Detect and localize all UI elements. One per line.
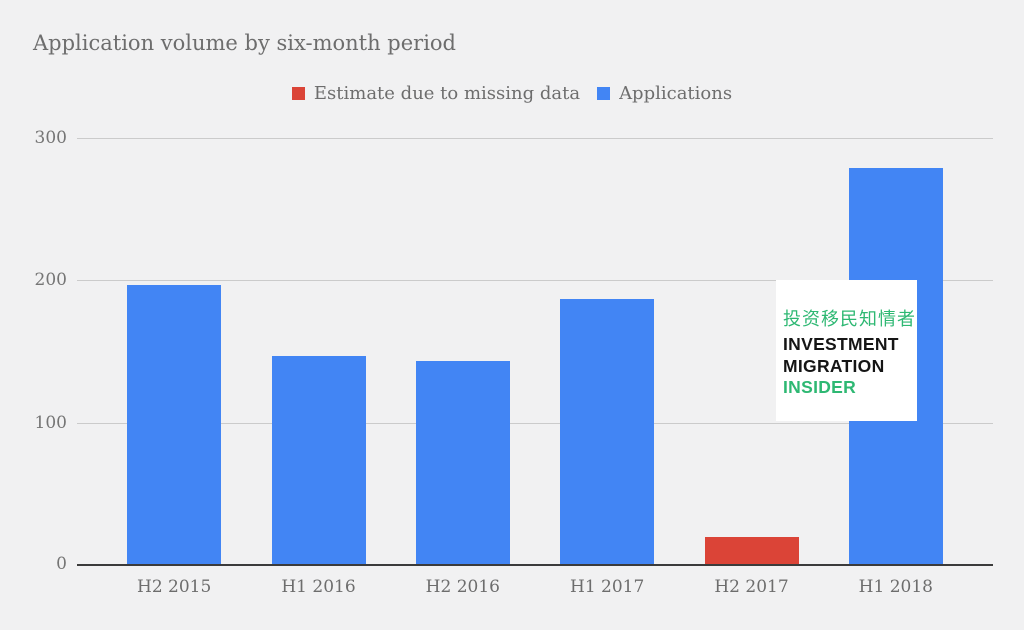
x-axis-label-h2-2016: H2 2016 [425, 577, 500, 597]
y-axis-label-300: 300 [34, 128, 67, 148]
x-axis: H2 2015 H1 2016 H2 2016 H1 2017 H2 2017 H1 20… [102, 138, 968, 597]
y-axis-label-200: 200 [34, 270, 67, 291]
estimate-swatch-icon [291, 87, 305, 100]
watermark-line-migration: MIGRATION [783, 355, 885, 376]
chart-title: Application volume by six-month period [33, 31, 457, 55]
watermark-chinese-text: 投资移民知情者 [783, 309, 916, 329]
bar-h2-2017[interactable] [704, 536, 799, 565]
bar-h2-2015[interactable] [127, 284, 222, 565]
gridline-300: 300 [35, 128, 993, 148]
x-axis-baseline: 0 [56, 554, 993, 574]
bar-h1-2017[interactable] [560, 298, 655, 565]
x-axis-label-h1-2018: H1 2018 [858, 577, 933, 597]
legend-label-applications: Applications [619, 83, 733, 104]
x-axis-label-h2-2015: H2 2015 [137, 577, 212, 597]
legend-label-estimate: Estimate due to missing data [313, 83, 581, 104]
plot-area: 300 200 100 0 H2 2015 H1 2016 H2 2016 H1 2017 H… [35, 128, 993, 597]
applications-swatch-icon [597, 87, 611, 100]
legend-item-estimate: Estimate due to missing data [291, 83, 581, 104]
gridline-100: 100 [35, 413, 993, 433]
y-axis-label-0: 0 [56, 554, 67, 574]
legend: Estimate due to missing data Application… [0, 83, 1024, 104]
watermark-line-insider: INSIDER [783, 377, 857, 397]
legend-item-applications: Applications [597, 83, 732, 104]
x-axis-label-h1-2017: H1 2017 [570, 577, 645, 597]
gridline-200: 200 [35, 270, 993, 290]
bars-layer [102, 138, 968, 565]
watermark-logo: 投资移民知情者 INVESTMENT MIGRATION INSIDER [776, 280, 917, 421]
y-axis-label-100: 100 [34, 412, 67, 433]
watermark-line-investment: INVESTMENT [783, 334, 899, 354]
bar-h2-2016[interactable] [415, 361, 510, 565]
x-axis-label-h2-2017: H2 2017 [714, 577, 789, 597]
bar-h1-2016[interactable] [271, 355, 366, 565]
x-axis-label-h1-2016: H1 2016 [281, 577, 356, 597]
